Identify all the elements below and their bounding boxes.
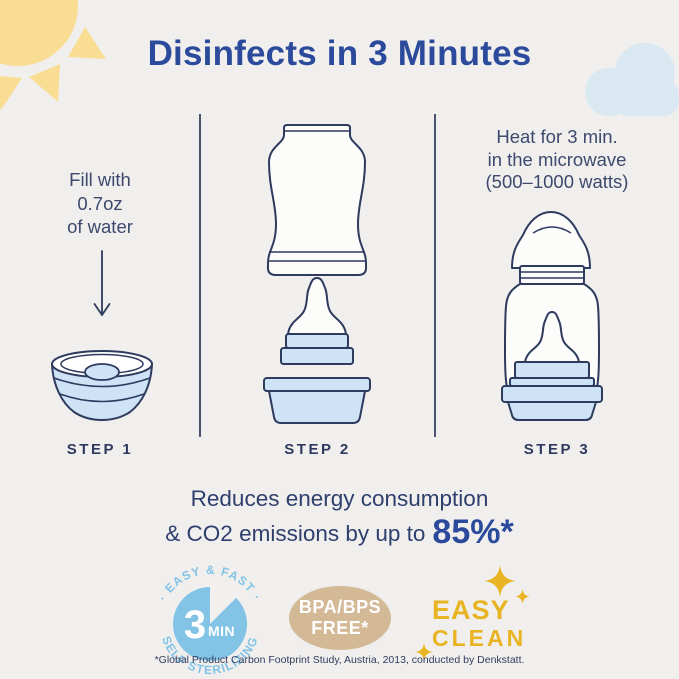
cloud-icon xyxy=(585,43,679,116)
assembled-bottle-illustration xyxy=(501,211,603,421)
badge-unit: MIN xyxy=(208,623,235,639)
sun-icon xyxy=(0,0,106,110)
step1-instruction: Fill with 0.7oz of water xyxy=(67,169,133,237)
self-sterilizing-badge: 3 MIN · EASY & FAST · SELF STERILIZING xyxy=(155,563,263,677)
easy-clean-badge: EASY CLEAN xyxy=(410,565,580,667)
down-arrow-icon xyxy=(93,250,111,316)
sparkle-icon xyxy=(515,589,530,604)
bottle-parts-illustration xyxy=(263,124,371,424)
bpa-free-badge: BPA/BPS FREE* xyxy=(289,586,391,650)
sparkle-icon xyxy=(484,565,516,597)
bowl-illustration xyxy=(51,350,153,421)
step2-label: STEP 2 xyxy=(284,441,351,458)
column-divider-left xyxy=(199,114,201,437)
benefit-line2: & CO2 emissions by up to 85%* xyxy=(165,513,514,551)
benefit-claim: Reduces energy consumption & CO2 emissio… xyxy=(0,484,679,552)
footnote: *Global Product Carbon Footprint Study, … xyxy=(154,654,525,666)
column-divider-right xyxy=(434,114,436,437)
step3-label: STEP 3 xyxy=(523,441,591,458)
easy-clean-word1: EASY xyxy=(432,595,510,625)
badge-number: 3 xyxy=(184,603,206,647)
benefit-line1: Reduces energy consumption xyxy=(190,486,489,511)
step1-label: STEP 1 xyxy=(66,441,134,458)
sparkle-icon xyxy=(415,643,433,661)
easy-clean-word2: CLEAN xyxy=(432,625,527,651)
benefit-highlight: 85%* xyxy=(432,513,514,551)
page-title: Disinfects in 3 Minutes xyxy=(147,34,532,73)
badge-wedge xyxy=(210,582,240,624)
step3-instruction: Heat for 3 min. in the microwave (500–10… xyxy=(485,126,629,192)
